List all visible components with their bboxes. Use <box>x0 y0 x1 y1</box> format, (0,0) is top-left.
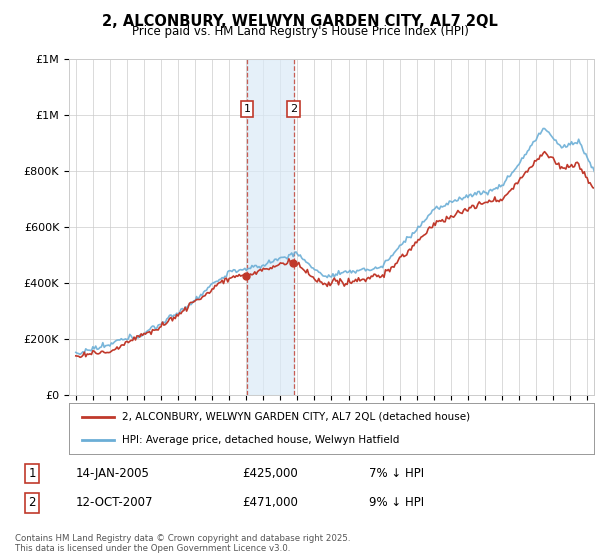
Text: 2: 2 <box>28 497 36 510</box>
Text: 1: 1 <box>244 104 250 114</box>
Text: 2: 2 <box>290 104 298 114</box>
Text: 9% ↓ HPI: 9% ↓ HPI <box>369 497 424 510</box>
Text: 2, ALCONBURY, WELWYN GARDEN CITY, AL7 2QL: 2, ALCONBURY, WELWYN GARDEN CITY, AL7 2Q… <box>102 14 498 29</box>
Text: 14-JAN-2005: 14-JAN-2005 <box>76 467 149 480</box>
Text: HPI: Average price, detached house, Welwyn Hatfield: HPI: Average price, detached house, Welw… <box>121 435 399 445</box>
Text: 2, ALCONBURY, WELWYN GARDEN CITY, AL7 2QL (detached house): 2, ALCONBURY, WELWYN GARDEN CITY, AL7 2Q… <box>121 412 470 422</box>
Text: Contains HM Land Registry data © Crown copyright and database right 2025.
This d: Contains HM Land Registry data © Crown c… <box>15 534 350 553</box>
Text: £471,000: £471,000 <box>242 497 298 510</box>
Text: 7% ↓ HPI: 7% ↓ HPI <box>369 467 424 480</box>
Text: Price paid vs. HM Land Registry's House Price Index (HPI): Price paid vs. HM Land Registry's House … <box>131 25 469 38</box>
Text: 1: 1 <box>28 467 36 480</box>
Text: £425,000: £425,000 <box>242 467 298 480</box>
Text: 12-OCT-2007: 12-OCT-2007 <box>76 497 153 510</box>
